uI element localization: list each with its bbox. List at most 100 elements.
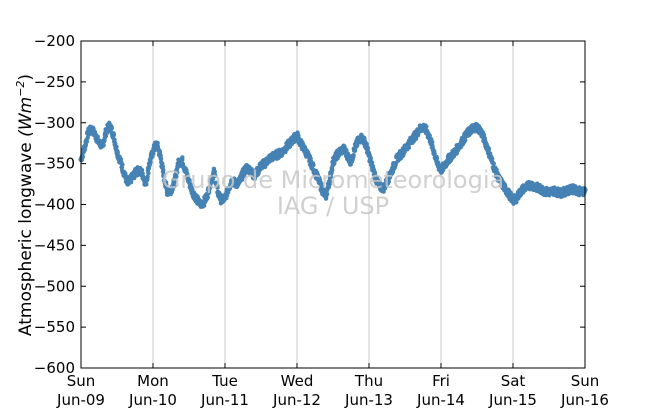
data-point xyxy=(212,169,217,174)
data-point xyxy=(114,144,119,149)
x-tick-label-date: Jun-09 xyxy=(56,391,105,409)
data-point xyxy=(115,150,120,155)
y-axis-label-text: Atmospheric longwave xyxy=(16,142,36,336)
data-point xyxy=(462,138,468,143)
x-tick-label-day: Sun xyxy=(67,372,96,390)
data-point xyxy=(324,191,330,197)
x-tick-label-day: Mon xyxy=(137,372,169,390)
y-axis-unit: (Wm xyxy=(16,97,36,137)
data-point xyxy=(155,140,160,146)
data-point xyxy=(365,145,371,151)
data-point xyxy=(109,125,115,131)
x-tick-label-day: Sun xyxy=(571,372,600,390)
y-tick-label: −400 xyxy=(34,196,75,214)
y-tick-label: −600 xyxy=(34,359,75,377)
y-tick-label: −500 xyxy=(34,277,75,295)
x-tick-label-date: Jun-13 xyxy=(344,391,393,409)
y-axis-unit-close: ) xyxy=(16,74,36,81)
data-point xyxy=(172,184,177,189)
data-point xyxy=(187,177,192,183)
data-point xyxy=(413,136,419,141)
data-point xyxy=(432,151,437,156)
data-point xyxy=(84,139,90,144)
data-point xyxy=(368,156,373,161)
data-point xyxy=(103,133,109,139)
watermark-line-2: IAG / USP xyxy=(277,192,389,220)
data-point xyxy=(101,143,106,148)
x-tick-label-date: Jun-14 xyxy=(416,391,465,409)
data-point xyxy=(344,148,349,153)
y-axis-unit-exponent: −2 xyxy=(14,81,27,97)
data-point xyxy=(330,167,335,172)
data-point xyxy=(351,153,356,158)
data-point xyxy=(161,167,166,173)
y-tick-label: −250 xyxy=(34,73,75,91)
data-point xyxy=(83,142,89,148)
x-tick-label-date: Jun-16 xyxy=(560,391,609,409)
y-tick-label: −450 xyxy=(34,236,75,254)
data-point xyxy=(92,131,98,136)
watermark-line-1: Grupo de Micrometeorologia xyxy=(162,166,504,194)
data-point xyxy=(427,133,432,138)
data-point xyxy=(374,175,380,180)
x-tick-label-day: Tue xyxy=(211,372,238,390)
data-point xyxy=(82,147,88,152)
data-point xyxy=(205,194,210,200)
data-point xyxy=(111,132,117,137)
data-point xyxy=(120,162,125,167)
data-point xyxy=(158,156,164,162)
data-point xyxy=(180,155,185,160)
data-point xyxy=(210,176,216,182)
data-point xyxy=(582,186,587,191)
y-axis-label: Atmospheric longwave (Wm−2) xyxy=(14,74,36,336)
data-point xyxy=(190,187,195,192)
x-axis: SunJun-09MonJun-10TueJun-11WedJun-12ThuJ… xyxy=(56,41,609,409)
data-point xyxy=(215,185,220,190)
data-point xyxy=(364,141,369,147)
data-point xyxy=(491,161,496,166)
data-point xyxy=(352,148,358,153)
data-points xyxy=(78,120,588,209)
data-point xyxy=(369,160,375,165)
data-point xyxy=(144,182,149,187)
y-axis: −200 −250 −300 −350 −400 −450 −500 −550 −600 xyxy=(34,32,585,377)
data-point xyxy=(146,171,151,176)
data-point xyxy=(145,174,150,180)
y-tick-label: −300 xyxy=(34,114,75,132)
data-point xyxy=(489,156,495,161)
x-tick-label-day: Thu xyxy=(354,372,383,390)
data-point xyxy=(486,146,492,151)
data-point xyxy=(323,196,329,201)
watermark: Grupo de Micrometeorologia IAG / USP xyxy=(162,166,504,220)
x-tick-label-date: Jun-15 xyxy=(488,391,537,409)
data-point xyxy=(311,162,316,168)
data-point xyxy=(128,180,134,185)
data-point xyxy=(434,156,440,161)
data-point xyxy=(208,184,213,189)
data-point xyxy=(157,150,163,155)
data-point xyxy=(424,124,429,129)
x-tick-label-day: Fri xyxy=(432,372,450,390)
x-tick-label-date: Jun-11 xyxy=(200,391,249,409)
data-point xyxy=(148,160,153,165)
data-point xyxy=(469,130,474,135)
data-point xyxy=(160,164,165,169)
x-tick-label-date: Jun-10 xyxy=(128,391,177,409)
data-point xyxy=(327,182,332,187)
data-point xyxy=(80,154,86,160)
data-point xyxy=(112,137,117,142)
y-tick-label: −350 xyxy=(34,155,75,173)
data-point xyxy=(139,167,145,173)
data-point xyxy=(174,174,179,179)
data-point xyxy=(174,170,180,175)
data-point xyxy=(95,134,100,139)
data-point xyxy=(503,184,508,189)
data-point xyxy=(201,203,207,208)
x-tick-label-day: Sat xyxy=(501,372,526,390)
data-point xyxy=(430,139,435,145)
y-tick-label: −550 xyxy=(34,318,75,336)
x-tick-label-date: Jun-12 xyxy=(272,391,321,409)
data-point xyxy=(406,145,412,150)
data-point xyxy=(328,174,334,179)
y-tick-label: −200 xyxy=(34,32,75,50)
